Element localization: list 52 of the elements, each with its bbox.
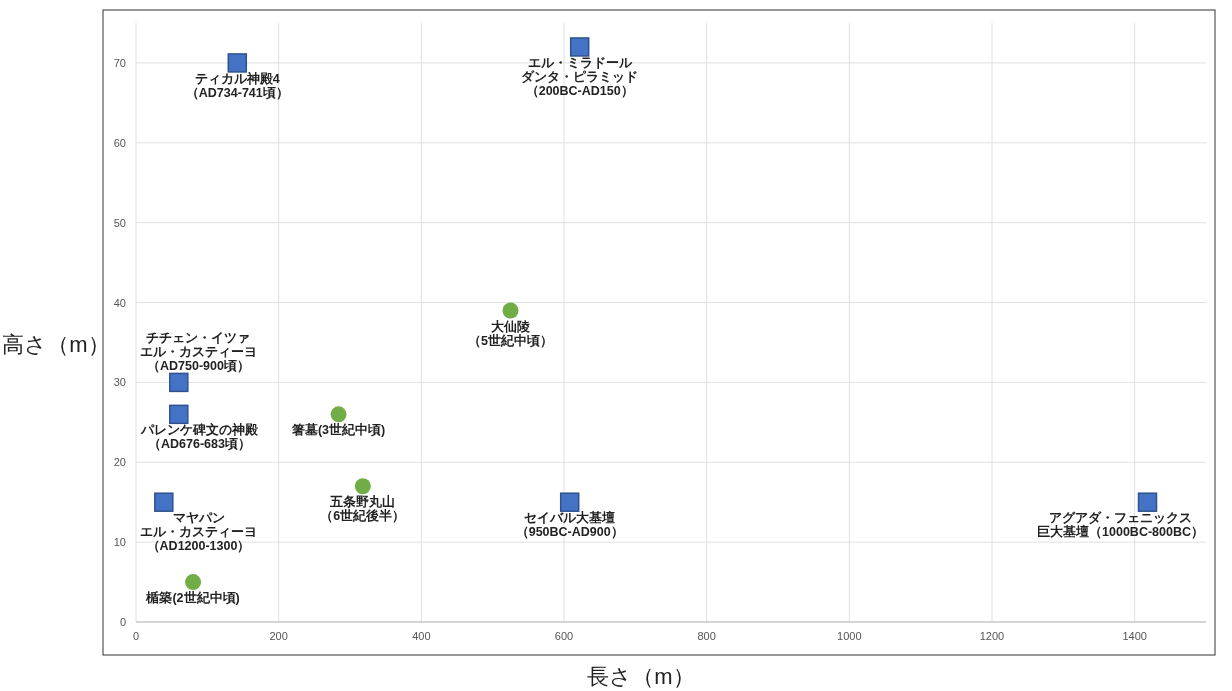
x-tick-label: 200 xyxy=(269,630,288,642)
x-tick-label: 0 xyxy=(132,630,140,642)
annotation: エル・ミラドール xyxy=(527,55,633,70)
y-tick-label: 70 xyxy=(113,56,126,69)
annotation: チチェン・イツァ xyxy=(146,331,251,346)
point xyxy=(154,492,174,512)
annotation: ティカル神殿4 xyxy=(194,70,280,86)
point xyxy=(1137,492,1158,512)
annotation: （AD1200-1300） xyxy=(146,539,251,554)
x-tick-label: 1000 xyxy=(837,630,862,642)
y-tick-label: 30 xyxy=(113,376,126,389)
annotation: （AD676-683頃） xyxy=(148,437,251,452)
annotation: （AD734-741頃） xyxy=(185,85,289,100)
x-tick-label: 1400 xyxy=(1122,630,1147,642)
annotation: （950BC-AD900） xyxy=(515,525,624,540)
x-tick-label: 800 xyxy=(697,630,716,642)
annotation: 大仙陵 xyxy=(491,319,530,334)
point xyxy=(559,492,580,512)
annotation: （AD750-900頃） xyxy=(147,359,250,374)
point xyxy=(330,406,347,423)
annotation: 箸墓(3世紀中頃) xyxy=(290,423,386,438)
x-tick-label: 600 xyxy=(554,630,574,642)
annotation: アグアダ・フェニックス xyxy=(1049,511,1193,526)
annotation: エル・カスティーヨ xyxy=(140,525,257,540)
y-tick-label: 40 xyxy=(113,296,126,309)
point xyxy=(502,302,519,319)
annotation: エル・カスティーヨ xyxy=(140,345,257,360)
y-tick-label: 50 xyxy=(113,216,126,229)
annotation: セイバル大基壇 xyxy=(524,510,616,526)
annotation: （6世紀後半） xyxy=(320,508,406,524)
annotation: （5世紀中頃） xyxy=(468,333,553,348)
y-tick-label: 10 xyxy=(113,536,126,549)
annotation: 楯築(2世紀中頃) xyxy=(145,590,240,606)
x-tick-label: 1200 xyxy=(979,630,1005,642)
x-tick-label: 400 xyxy=(412,630,431,642)
point xyxy=(227,53,248,73)
annotation: ダンタ・ピラミッド xyxy=(521,69,639,84)
y-axis-title: 高さ（m） xyxy=(2,332,110,357)
y-tick-label: 0 xyxy=(119,616,126,628)
annotation: （200BC-AD150） xyxy=(525,83,634,98)
point xyxy=(185,574,202,591)
y-tick-label: 60 xyxy=(113,136,126,149)
point xyxy=(169,372,189,393)
y-tick-label: 20 xyxy=(113,456,126,469)
point xyxy=(169,404,189,425)
annotation: パレンケ碑文の神殿 xyxy=(140,422,259,438)
annotation: 巨大基壇（1000BC-800BC） xyxy=(1037,524,1204,540)
x-axis-title: 長さ（m） xyxy=(587,664,695,689)
annotation: 五条野丸山 xyxy=(329,495,396,510)
point xyxy=(569,37,590,57)
point xyxy=(354,478,371,495)
annotation: マヤパン xyxy=(172,511,225,526)
